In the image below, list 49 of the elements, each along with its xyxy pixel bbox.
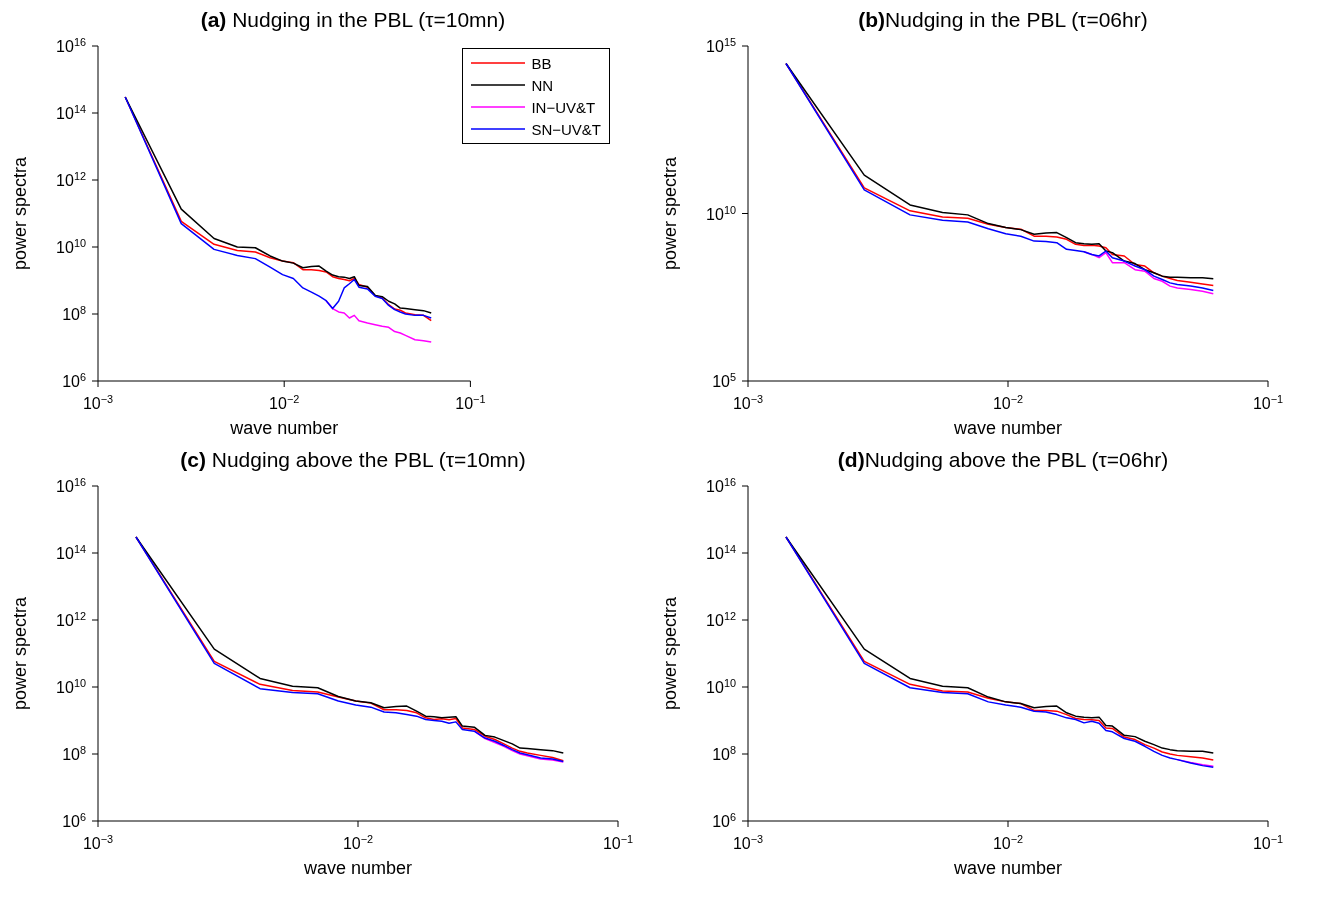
y-tick-label: 10$^{8}$: [712, 744, 736, 763]
chart-title: (c) Nudging above the PBL (τ=10mn): [179, 448, 527, 473]
x-tick-label: 10$^{−2}$: [269, 393, 300, 412]
y-tick-label: 10$^{10}$: [56, 237, 86, 256]
y-axis-title: power spectra: [660, 595, 681, 711]
y-tick-label: 10$^{12}$: [706, 610, 736, 629]
y-tick-label: 10$^{14}$: [56, 543, 86, 562]
y-tick-label: 10$^{10}$: [56, 677, 86, 696]
chart-title: (a) Nudging in the PBL (τ=10mn): [199, 8, 507, 33]
x-tick-label: 10$^{−3}$: [732, 393, 764, 412]
y-axis-title: power spectra: [660, 155, 681, 271]
x-axis-title: wave number: [229, 418, 339, 438]
x-tick-label: 10$^{−3}$: [82, 393, 114, 412]
y-tick-label: 10$^{12}$: [56, 610, 86, 629]
y-tick-label: 10$^{12}$: [56, 170, 86, 189]
x-tick-label: 10$^{−1}$: [1252, 833, 1284, 852]
x-axis-title: wave number: [302, 858, 413, 878]
x-axis-title: wave number: [952, 858, 1063, 878]
y-axis-title: power spectra: [10, 155, 31, 271]
y-tick-label: 10$^{14}$: [56, 103, 86, 122]
x-tick-label: 10$^{−2}$: [342, 833, 374, 852]
x-tick-label: 10$^{−1}$: [602, 833, 634, 852]
legend-label: SN−UV&T: [531, 120, 601, 138]
y-tick-label: 10$^{8}$: [62, 304, 86, 323]
y-tick-label: 10$^{8}$: [62, 744, 86, 763]
y-axis-title: power spectra: [10, 595, 31, 711]
x-tick-label: 10$^{−1}$: [1252, 393, 1284, 412]
x-tick-label: 10$^{−3}$: [732, 833, 764, 852]
y-tick-label: 10$^{10}$: [706, 677, 736, 696]
y-tick-label: 10$^{6}$: [62, 371, 86, 390]
y-tick-label: 10$^{5}$: [712, 371, 736, 390]
y-tick-label: 10$^{6}$: [62, 811, 86, 830]
y-tick-label: 10$^{16}$: [56, 476, 86, 495]
x-tick-label: 10$^{−1}$: [455, 393, 486, 412]
y-tick-label: 10$^{14}$: [706, 543, 736, 562]
y-tick-label: 10$^{16}$: [706, 476, 736, 495]
y-tick-label: 10$^{10}$: [706, 203, 736, 223]
chart-title: (d)Nudging above the PBL (τ=06hr): [836, 448, 1170, 473]
x-tick-label: 10$^{−2}$: [992, 393, 1024, 412]
legend-label: NN: [531, 76, 554, 94]
y-tick-label: 10$^{15}$: [706, 36, 736, 55]
y-tick-label: 10$^{6}$: [712, 811, 736, 830]
x-axis-title: wave number: [952, 418, 1063, 438]
chart-title: (b)Nudging in the PBL (τ=06hr): [857, 8, 1149, 33]
x-tick-label: 10$^{−2}$: [992, 833, 1024, 852]
legend-label: IN−UV&T: [531, 98, 596, 116]
x-tick-label: 10$^{−3}$: [82, 833, 114, 852]
legend-label: BB: [531, 54, 552, 72]
y-tick-label: 10$^{16}$: [56, 36, 86, 55]
